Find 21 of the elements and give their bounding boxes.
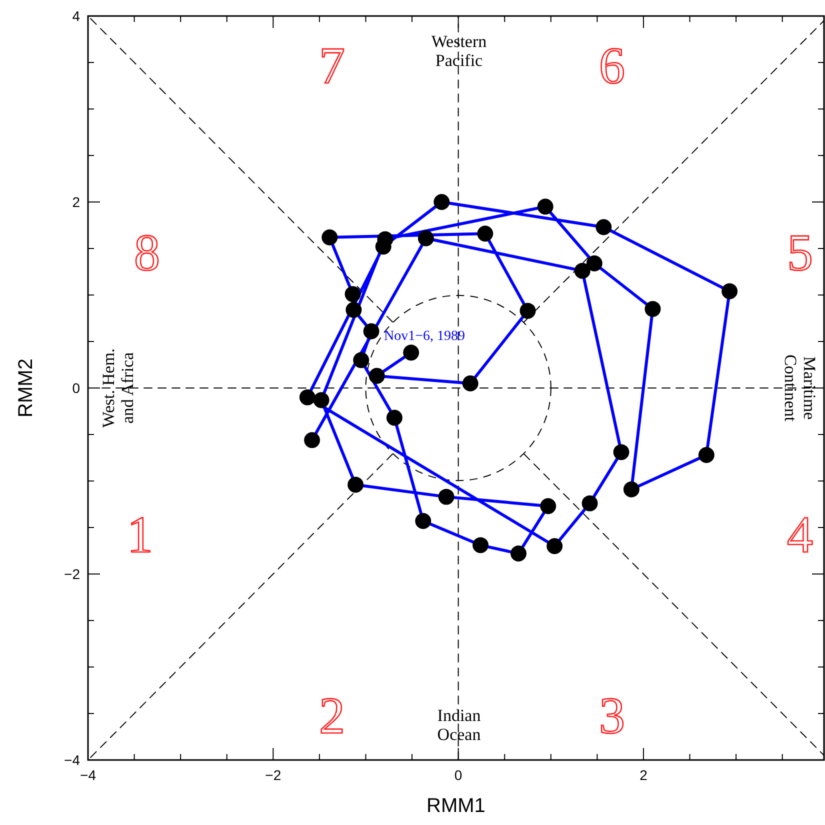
annotation: 7 — [319, 38, 345, 95]
annotation: 8 — [134, 225, 160, 282]
annotation: 4 — [787, 507, 813, 564]
x-tick-label: 2 — [640, 767, 648, 783]
annotation: 2 — [319, 688, 345, 745]
x-tick-label: 0 — [454, 767, 462, 783]
x-axis-title: RMM1 — [426, 795, 486, 817]
annotation: 1 — [127, 507, 153, 564]
x-tick-label: −2 — [265, 767, 282, 783]
annotation: 3 — [599, 688, 625, 745]
y-axis-title: RMM2 — [15, 358, 37, 418]
annotation: 6 — [599, 38, 625, 95]
annotation: Maritime Continent — [781, 354, 819, 422]
annotation: Indian Ocean — [437, 706, 482, 744]
y-tick-label: −4 — [64, 752, 80, 768]
y-tick-label: 0 — [72, 380, 80, 396]
y-tick-label: 4 — [72, 8, 80, 24]
y-tick-label: 2 — [72, 194, 80, 210]
annotation: West. Hem. and Africa — [99, 348, 137, 428]
y-tick-label: −2 — [64, 566, 80, 582]
annotation: 5 — [787, 225, 813, 282]
